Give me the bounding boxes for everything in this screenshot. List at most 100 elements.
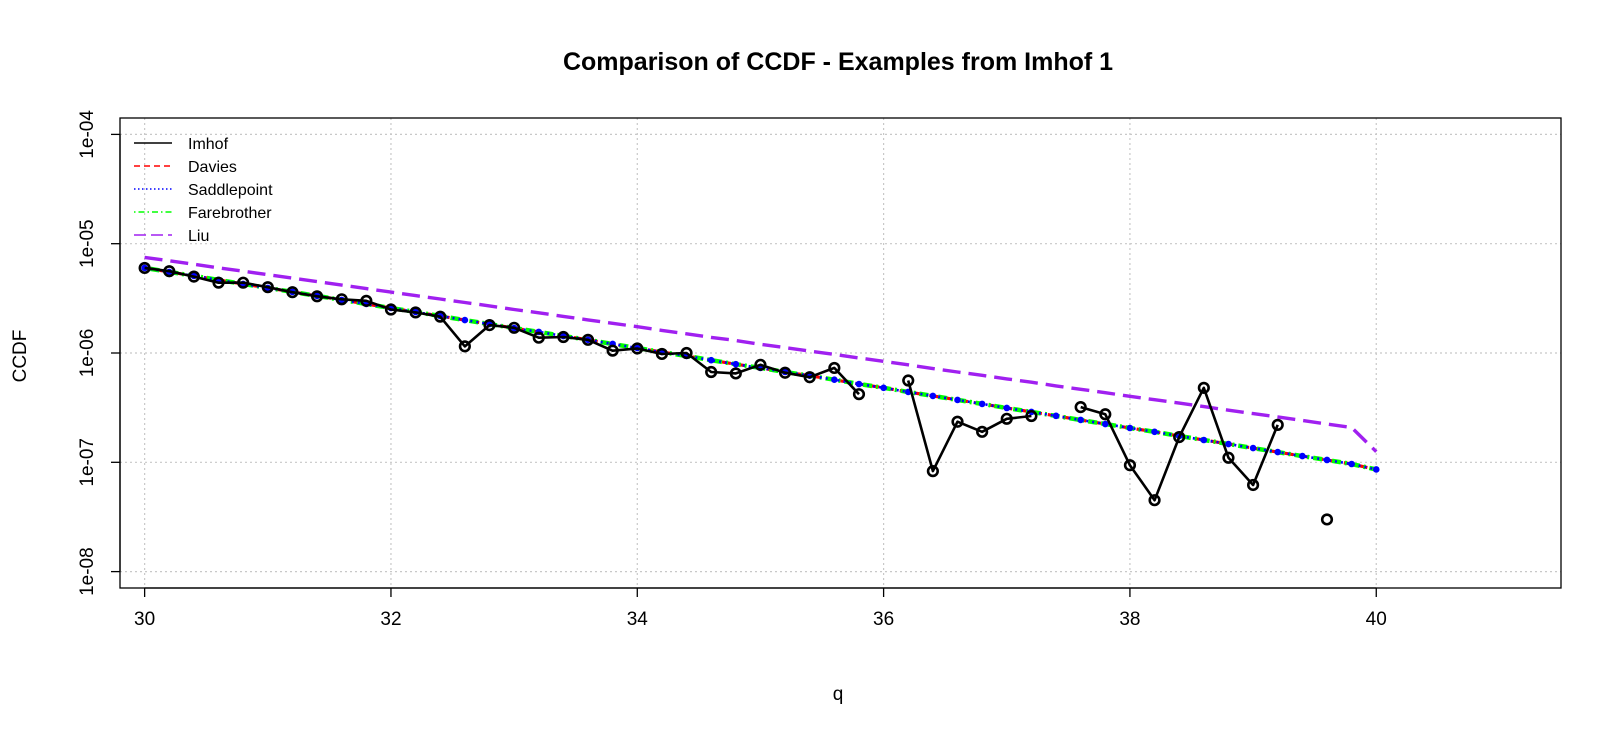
data-point-imhof bbox=[384, 303, 398, 316]
y-axis: 1e-08 1e-07 1e-06 1e-05 1e-04 bbox=[77, 110, 121, 596]
data-point-imhof bbox=[1173, 431, 1186, 444]
data-point-imhof bbox=[237, 276, 250, 289]
data-point-imhof bbox=[434, 310, 447, 323]
y-tick-label: 1e-05 bbox=[77, 219, 98, 268]
data-point-imhof bbox=[1222, 451, 1235, 464]
data-point-imhof bbox=[976, 425, 989, 438]
data-point-saddlepoint bbox=[461, 316, 469, 324]
data-point-imhof bbox=[483, 318, 496, 332]
x-tick-label: 38 bbox=[1119, 609, 1140, 630]
data-point-imhof bbox=[729, 367, 742, 380]
series-layer bbox=[138, 255, 1380, 526]
data-point-imhof bbox=[1197, 381, 1210, 394]
data-point-imhof bbox=[1148, 494, 1161, 507]
legend-item-farebrother: Farebrother bbox=[134, 205, 272, 222]
data-point-imhof bbox=[1074, 400, 1087, 414]
data-point-imhof bbox=[557, 330, 570, 344]
data-point-imhof bbox=[458, 340, 471, 353]
x-tick-label: 36 bbox=[873, 609, 894, 630]
data-point-imhof bbox=[705, 365, 718, 379]
x-axis-label: q bbox=[833, 684, 844, 705]
x-tick-label: 34 bbox=[627, 609, 649, 630]
legend-item-saddlepoint: Saddlepoint bbox=[134, 182, 273, 199]
data-point-imhof bbox=[778, 366, 792, 379]
legend-label: Farebrother bbox=[188, 205, 272, 222]
chart-title: Comparison of CCDF - Examples from Imhof… bbox=[563, 48, 1113, 76]
data-point-imhof bbox=[212, 276, 225, 289]
y-tick-label: 1e-07 bbox=[77, 438, 98, 487]
data-point-imhof bbox=[902, 374, 915, 387]
data-point-imhof bbox=[163, 265, 176, 278]
data-point-imhof bbox=[951, 415, 964, 428]
legend: Imhof Davies Saddlepoint Farebrother Liu bbox=[134, 136, 273, 245]
data-point-imhof bbox=[508, 321, 521, 334]
data-point-imhof bbox=[655, 347, 669, 361]
legend-label: Saddlepoint bbox=[188, 182, 273, 199]
data-point-saddlepoint bbox=[1200, 436, 1208, 444]
data-point-saddlepoint bbox=[732, 360, 740, 368]
grid bbox=[120, 118, 1561, 588]
series-imhof bbox=[138, 261, 1334, 526]
data-point-imhof bbox=[754, 358, 767, 371]
x-axis: 30 32 34 36 38 40 bbox=[134, 587, 1387, 630]
data-point-imhof bbox=[138, 261, 151, 275]
data-point-saddlepoint bbox=[1052, 412, 1060, 420]
data-point-imhof bbox=[1099, 408, 1112, 421]
data-point-imhof bbox=[1271, 418, 1284, 431]
x-tick-label: 32 bbox=[380, 609, 401, 630]
legend-item-liu: Liu bbox=[134, 228, 209, 245]
series-line-saddlepoint bbox=[144, 266, 1377, 471]
data-point-imhof bbox=[187, 270, 200, 283]
data-point-imhof bbox=[1246, 478, 1260, 492]
series-line-imhof bbox=[1080, 386, 1279, 502]
data-point-imhof bbox=[532, 331, 545, 344]
data-point-imhof bbox=[852, 388, 866, 401]
data-point-imhof bbox=[360, 294, 373, 307]
data-point-imhof bbox=[926, 465, 939, 478]
data-point-imhof bbox=[1320, 513, 1334, 526]
data-point-saddlepoint bbox=[880, 384, 887, 392]
data-point-imhof bbox=[828, 361, 841, 375]
data-point-saddlepoint bbox=[1323, 456, 1331, 464]
data-point-imhof bbox=[631, 342, 644, 355]
data-point-imhof bbox=[1000, 412, 1013, 425]
data-point-imhof bbox=[1123, 459, 1137, 472]
x-tick-label: 40 bbox=[1366, 609, 1387, 630]
data-point-imhof bbox=[1025, 409, 1038, 423]
data-point-imhof bbox=[606, 344, 619, 357]
data-point-saddlepoint bbox=[1225, 440, 1232, 448]
data-point-saddlepoint bbox=[978, 400, 986, 408]
y-tick-label: 1e-08 bbox=[77, 547, 98, 596]
legend-label: Davies bbox=[188, 159, 237, 176]
data-point-imhof bbox=[310, 290, 324, 303]
data-point-saddlepoint bbox=[1274, 448, 1282, 456]
data-point-saddlepoint bbox=[954, 396, 961, 404]
legend-label: Liu bbox=[188, 228, 209, 245]
data-point-saddlepoint bbox=[929, 392, 937, 400]
data-point-saddlepoint bbox=[1101, 420, 1109, 428]
legend-item-davies: Davies bbox=[134, 159, 237, 176]
data-point-saddlepoint bbox=[1151, 428, 1158, 436]
data-point-saddlepoint bbox=[1348, 460, 1355, 468]
data-point-imhof bbox=[803, 371, 816, 384]
legend-label: Imhof bbox=[188, 136, 229, 153]
data-point-imhof bbox=[335, 293, 348, 306]
data-point-imhof bbox=[286, 286, 299, 299]
data-point-saddlepoint bbox=[1126, 424, 1134, 432]
data-point-saddlepoint bbox=[1077, 416, 1084, 424]
data-point-imhof bbox=[261, 281, 274, 294]
series-liu bbox=[144, 255, 1378, 453]
series-line-liu bbox=[144, 255, 1378, 453]
data-point-saddlepoint bbox=[1003, 404, 1011, 412]
data-point-saddlepoint bbox=[831, 376, 838, 383]
data-point-saddlepoint bbox=[1372, 466, 1380, 473]
data-point-imhof bbox=[581, 333, 595, 346]
data-point-imhof bbox=[409, 306, 422, 319]
y-tick-label: 1e-06 bbox=[77, 329, 98, 378]
x-tick-label: 30 bbox=[134, 609, 155, 630]
legend-item-imhof: Imhof bbox=[134, 136, 229, 153]
data-point-saddlepoint bbox=[1249, 444, 1257, 452]
data-point-saddlepoint bbox=[855, 380, 863, 388]
y-tick-label: 1e-04 bbox=[77, 110, 98, 159]
